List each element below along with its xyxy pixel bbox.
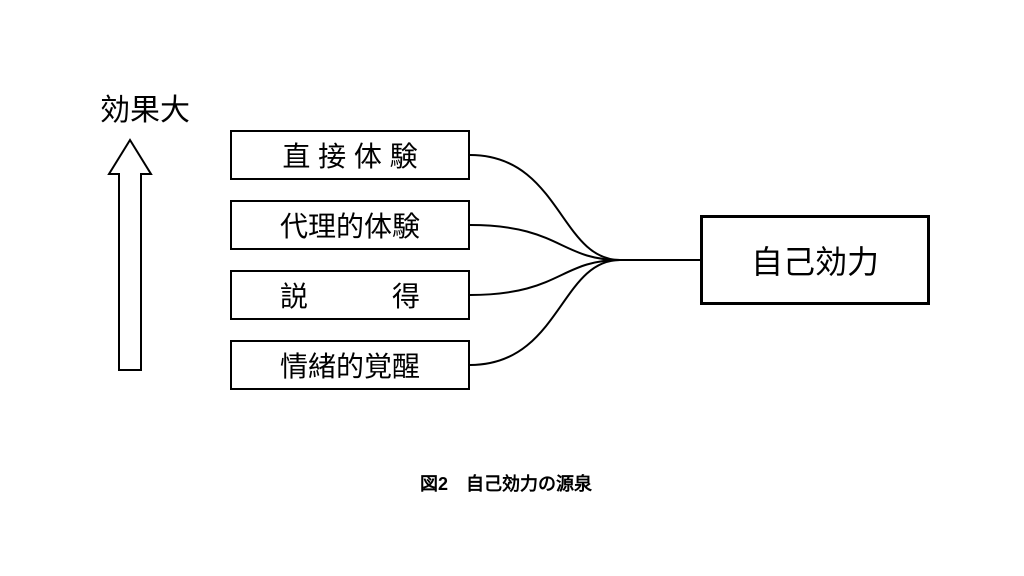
output-label: 自己効力 [751,237,879,283]
figure-caption: 図2 自己効力の源泉 [420,470,592,496]
output-box: 自己効力 [700,215,930,305]
